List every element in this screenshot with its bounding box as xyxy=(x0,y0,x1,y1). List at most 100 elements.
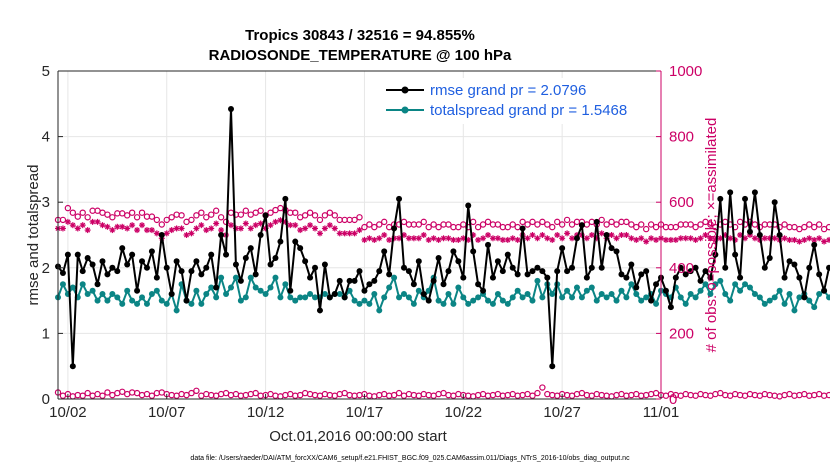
rmse-point-146 xyxy=(776,232,783,238)
obs-possible-point-102 xyxy=(558,221,566,228)
rmse-point-124 xyxy=(667,304,674,311)
rmse-point-12 xyxy=(114,268,121,275)
rmse-point-125 xyxy=(672,274,679,281)
spread-point-18 xyxy=(143,300,150,307)
obs-possible-point-104 xyxy=(568,221,576,228)
obs-assimilated-point-8 xyxy=(94,218,101,225)
obs-low-point-97 xyxy=(534,389,541,397)
rmse-point-23 xyxy=(168,291,175,298)
spread-point-152 xyxy=(806,297,813,304)
obs-possible-point-121 xyxy=(652,223,660,231)
obs-possible-point-156 xyxy=(825,223,830,231)
spread-point-148 xyxy=(786,291,793,298)
rmse-point-71 xyxy=(405,268,412,275)
obs-possible-point-53 xyxy=(316,216,324,224)
spread-point-8 xyxy=(94,297,101,304)
spread-point-5 xyxy=(79,281,86,288)
rmse-point-119 xyxy=(643,268,650,275)
spread-point-57 xyxy=(336,291,343,298)
obs-possible-point-31 xyxy=(208,211,215,218)
obs-possible-point-85 xyxy=(474,223,482,231)
obs-possible-point-73 xyxy=(415,221,423,228)
rmse-point-60 xyxy=(351,277,358,284)
rmse-point-28 xyxy=(193,258,200,265)
obs-assimilated-point-60 xyxy=(351,230,358,237)
obs-assimilated-point-40 xyxy=(252,222,259,229)
obs-possible-point-75 xyxy=(425,223,432,231)
obs-possible-point-50 xyxy=(301,212,309,219)
rmse-point-16 xyxy=(134,287,141,294)
obs-assimilated-point-100 xyxy=(549,236,556,243)
obs-assimilated-point-117 xyxy=(633,236,640,243)
obs-assimilated-point-22 xyxy=(163,230,170,237)
rmse-point-34 xyxy=(223,251,230,258)
rmse-point-68 xyxy=(391,225,398,232)
legend-label-spread: totalspread grand pr = 1.5468 xyxy=(430,102,627,119)
rmse-point-78 xyxy=(440,281,447,288)
y-left-tick-label-0: 0 xyxy=(42,391,50,408)
rmse-point-24 xyxy=(173,258,180,265)
obs-assimilated-point-134 xyxy=(717,235,724,242)
rmse-point-76 xyxy=(430,277,437,284)
spread-point-110 xyxy=(598,291,605,298)
spread-point-95 xyxy=(524,291,531,298)
rmse-point-117 xyxy=(633,284,640,291)
spread-point-133 xyxy=(712,281,719,288)
rmse-point-80 xyxy=(450,248,457,255)
rmse-point-140 xyxy=(746,228,753,235)
obs-assimilated-point-11 xyxy=(109,227,116,234)
y-left-tick-label-4: 4 xyxy=(42,129,50,146)
y-left-tick-label-1: 1 xyxy=(42,325,50,342)
rmse-point-61 xyxy=(356,268,363,275)
obs-assimilated-point-25 xyxy=(178,225,185,232)
x-tick-label-0: 10/02 xyxy=(49,404,87,421)
rmse-point-26 xyxy=(183,297,190,304)
rmse-point-53 xyxy=(316,307,323,314)
spread-point-40 xyxy=(252,284,259,291)
spread-point-65 xyxy=(376,307,383,314)
rmse-point-106 xyxy=(578,222,585,229)
obs-assimilated-point-56 xyxy=(331,225,338,232)
x-tick-label-1: 10/07 xyxy=(148,404,186,421)
spread-point-102 xyxy=(559,294,566,301)
obs-possible-point-15 xyxy=(128,209,136,216)
legend-box xyxy=(380,78,658,124)
x-tick-label-6: 11/01 xyxy=(643,404,679,421)
obs-possible-point-51 xyxy=(306,209,314,216)
obs-assimilated-point-74 xyxy=(420,232,427,238)
obs-possible-point-63 xyxy=(366,221,373,228)
rmse-point-144 xyxy=(766,254,773,261)
obs-possible-point-41 xyxy=(257,207,264,214)
obs-assimilated-point-53 xyxy=(316,230,323,237)
rmse-point-84 xyxy=(470,248,477,255)
spread-point-50 xyxy=(302,294,309,301)
spread-point-121 xyxy=(653,300,660,307)
obs-assimilated-point-63 xyxy=(366,235,373,242)
rmse-point-14 xyxy=(124,261,131,268)
obs-possible-point-153 xyxy=(811,223,818,231)
obs-assimilated-point-6 xyxy=(84,227,91,234)
obs-assimilated-point-73 xyxy=(415,235,422,242)
spread-point-108 xyxy=(588,284,595,291)
obs-assimilated-point-37 xyxy=(237,225,244,232)
rmse-point-110 xyxy=(598,264,605,271)
obs-possible-point-54 xyxy=(321,212,329,219)
rmse-point-81 xyxy=(455,258,462,265)
spread-point-84 xyxy=(470,297,477,304)
rmse-point-92 xyxy=(509,264,516,271)
obs-assimilated-point-52 xyxy=(312,225,319,232)
spread-point-70 xyxy=(400,291,407,298)
y-axis-right-label: # of obs: o=possible; ×=assimilated xyxy=(703,118,720,353)
rmse-point-49 xyxy=(297,245,304,252)
spread-point-6 xyxy=(84,291,91,298)
obs-assimilated-point-151 xyxy=(801,236,808,243)
rmse-point-41 xyxy=(257,232,264,238)
spread-point-98 xyxy=(539,294,546,301)
obs-possible-point-29 xyxy=(198,209,205,216)
spread-point-97 xyxy=(534,277,541,284)
obs-assimilated-point-20 xyxy=(153,230,160,237)
spread-point-10 xyxy=(104,297,111,304)
obs-assimilated-point-141 xyxy=(751,235,758,242)
obs-low-point-40 xyxy=(252,389,259,397)
spread-point-139 xyxy=(742,281,749,288)
